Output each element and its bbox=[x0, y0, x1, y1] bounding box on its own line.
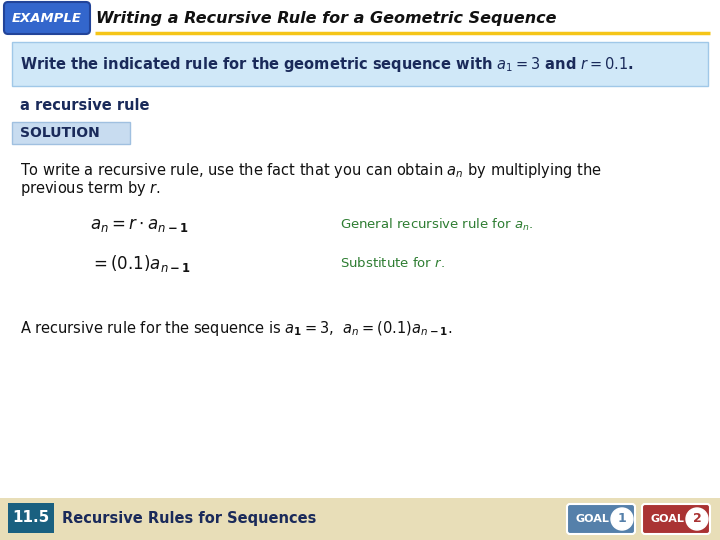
Text: GOAL: GOAL bbox=[575, 514, 609, 524]
Text: General recursive rule for $\mathit{a}_n$.: General recursive rule for $\mathit{a}_n… bbox=[340, 217, 534, 233]
FancyBboxPatch shape bbox=[567, 504, 635, 534]
Text: Recursive Rules for Sequences: Recursive Rules for Sequences bbox=[62, 510, 316, 525]
Text: Substitute for $\mathit{r}$.: Substitute for $\mathit{r}$. bbox=[340, 256, 445, 270]
FancyBboxPatch shape bbox=[642, 504, 710, 534]
Text: $= (0.1)\mathbf{\mathit{a}}_{\mathbf{\mathit{n}-1}}$: $= (0.1)\mathbf{\mathit{a}}_{\mathbf{\ma… bbox=[90, 253, 191, 273]
Text: 2: 2 bbox=[693, 512, 701, 525]
Text: a recursive rule: a recursive rule bbox=[20, 98, 150, 113]
FancyBboxPatch shape bbox=[12, 122, 130, 144]
Text: SOLUTION: SOLUTION bbox=[20, 126, 100, 140]
Text: A recursive rule for the sequence is $\mathbf{\mathit{a}}_{\mathbf{1}} = 3$,  $\: A recursive rule for the sequence is $\m… bbox=[20, 319, 452, 338]
Circle shape bbox=[611, 508, 633, 530]
Text: Writing a Recursive Rule for a Geometric Sequence: Writing a Recursive Rule for a Geometric… bbox=[96, 10, 557, 25]
Text: 11.5: 11.5 bbox=[12, 510, 50, 525]
Text: EXAMPLE: EXAMPLE bbox=[12, 11, 82, 24]
Circle shape bbox=[686, 508, 708, 530]
FancyBboxPatch shape bbox=[4, 2, 90, 34]
Bar bbox=[8, 503, 54, 533]
Bar bbox=[0, 498, 720, 540]
Text: GOAL: GOAL bbox=[650, 514, 684, 524]
Text: 1: 1 bbox=[618, 512, 626, 525]
FancyBboxPatch shape bbox=[12, 42, 708, 86]
Text: previous term by $\mathit{r}$.: previous term by $\mathit{r}$. bbox=[20, 179, 161, 198]
Text: To write a recursive rule, use the fact that you can obtain $\mathit{a}_n$ by mu: To write a recursive rule, use the fact … bbox=[20, 160, 602, 179]
Text: $\mathbf{\mathit{a}}_{\mathbf{\mathit{n}}} = \mathbf{\mathit{r}} \cdot \mathbf{\: $\mathbf{\mathit{a}}_{\mathbf{\mathit{n}… bbox=[90, 216, 189, 234]
Text: Write the indicated rule for the geometric sequence with $\mathit{a}_1 = 3$ and : Write the indicated rule for the geometr… bbox=[20, 55, 634, 73]
